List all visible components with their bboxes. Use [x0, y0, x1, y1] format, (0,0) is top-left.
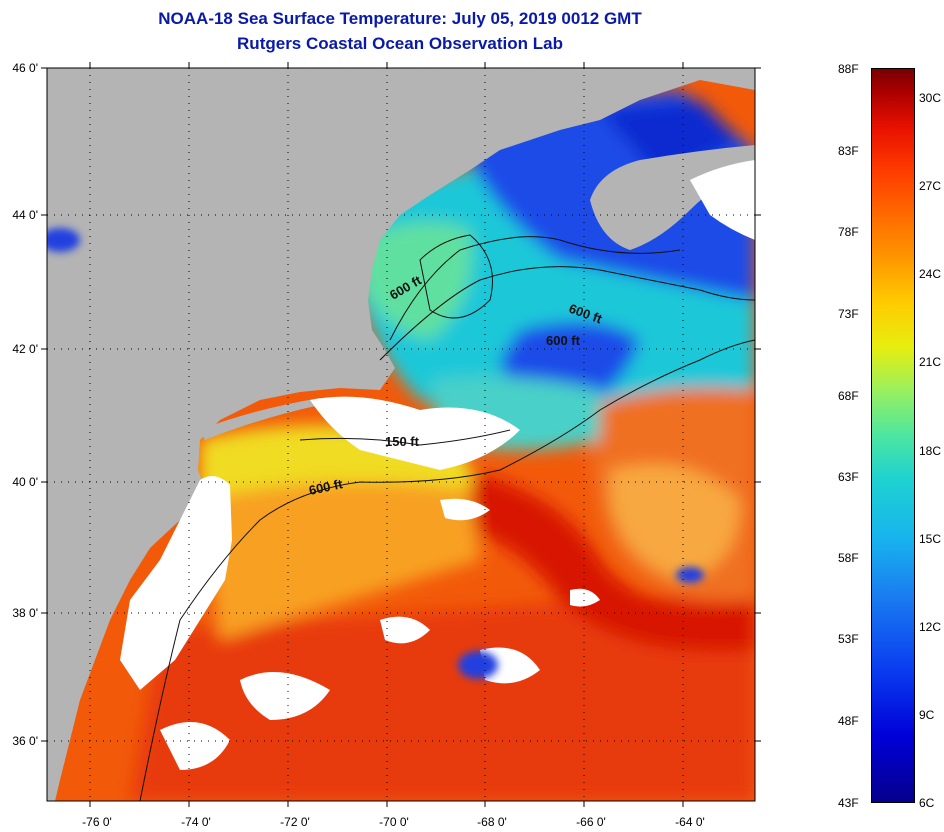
colorbar-c-label: 15C	[919, 532, 942, 546]
colorbar-f-label: 68F	[838, 389, 859, 403]
isobath-contours	[139, 234, 755, 801]
colorbar-c-label: 6C	[919, 796, 935, 810]
isobath-label: 600 ft	[308, 476, 345, 498]
lon-label: -68 0'	[477, 815, 507, 829]
lon-label: -72 0'	[280, 815, 310, 829]
temperature-colorbar	[871, 68, 915, 803]
isobath-label: 150 ft	[385, 434, 420, 449]
lon-label: -66 0'	[576, 815, 606, 829]
lon-label: -76 0'	[82, 815, 112, 829]
colorbar-c-label: 9C	[919, 708, 935, 722]
lat-label: 44 0'	[12, 208, 38, 222]
lat-label: 38 0'	[12, 606, 38, 620]
map-subtitle: Rutgers Coastal Ocean Observation Lab	[237, 34, 563, 53]
map-title: NOAA-18 Sea Surface Temperature: July 05…	[158, 9, 642, 28]
colorbar-c-label: 12C	[919, 620, 942, 634]
colorbar-f-label: 48F	[838, 714, 859, 728]
colorbar-c-label: 18C	[919, 444, 942, 458]
colorbar-f-label: 63F	[838, 470, 859, 484]
lat-label: 40 0'	[12, 475, 38, 489]
map-frame	[46, 67, 756, 802]
lat-label: 36 0'	[12, 734, 38, 748]
axis-ticks	[41, 62, 761, 807]
colorbar-c-label: 30C	[919, 91, 942, 105]
colorbar-c-label: 21C	[919, 355, 942, 369]
colorbar-f-label: 83F	[838, 144, 859, 158]
colorbar-f-label: 43F	[838, 796, 859, 810]
lat-label: 42 0'	[12, 342, 38, 356]
colorbar-f-label: 53F	[838, 632, 859, 646]
cloud-cover	[120, 160, 755, 770]
lon-label: -64 0'	[675, 815, 705, 829]
cold-patches	[47, 228, 704, 679]
lat-label: 46 0'	[12, 61, 38, 75]
colorbar-f-label: 73F	[838, 307, 859, 321]
colorbar-f-label: 88F	[838, 62, 859, 76]
lon-label: -74 0'	[181, 815, 211, 829]
colorbar-f-label: 78F	[838, 225, 859, 239]
colorbar-c-label: 27C	[919, 179, 942, 193]
colorbar-f-label: 58F	[838, 551, 859, 565]
colorbar-c-label: 24C	[919, 267, 942, 281]
isobath-label: 600 ft	[546, 333, 581, 348]
lon-label: -70 0'	[379, 815, 409, 829]
